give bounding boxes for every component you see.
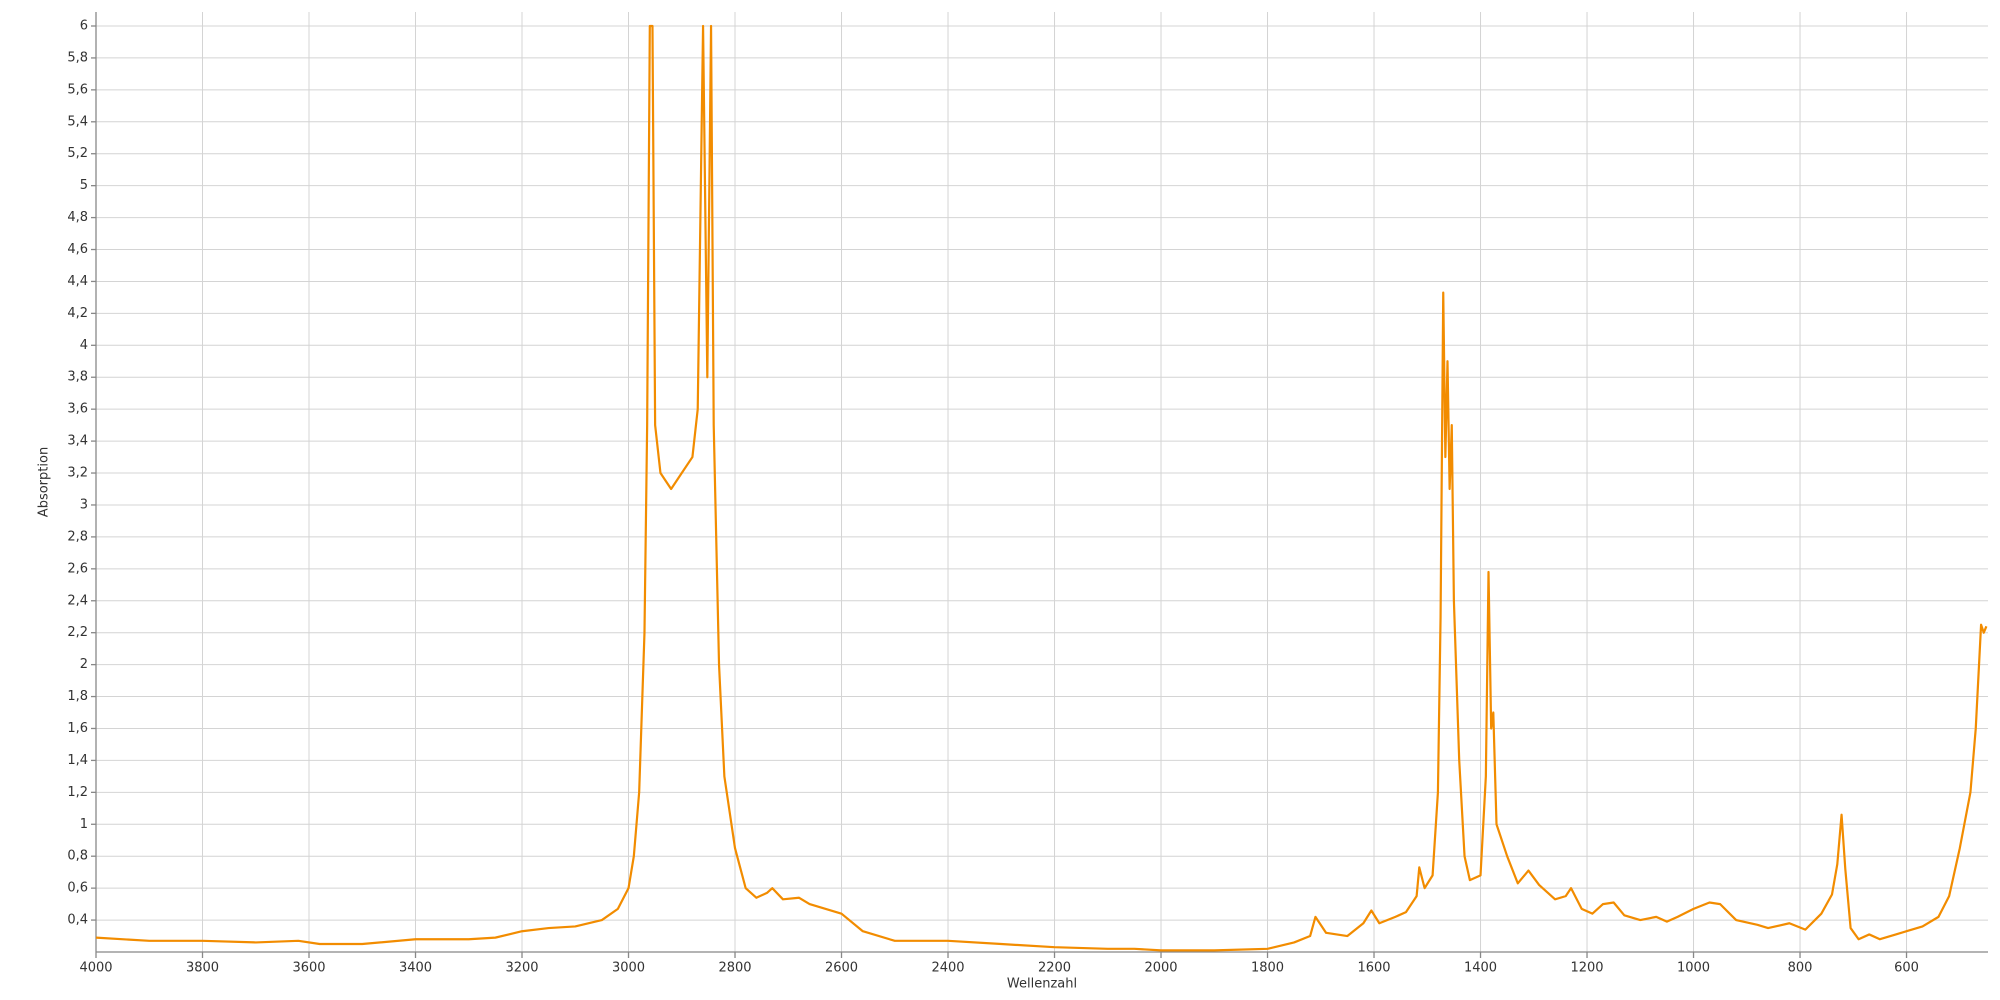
y-axis-label: Absorption [37, 447, 52, 517]
x-tick-label: 3800 [186, 961, 219, 976]
y-tick-label: 3,2 [67, 466, 88, 481]
y-tick-label: 2,2 [67, 625, 88, 640]
x-tick-label: 4000 [79, 961, 112, 976]
x-tick-label: 2200 [1038, 961, 1071, 976]
spectrum-line [95, 24, 1988, 952]
x-tick-label: 2600 [825, 961, 858, 976]
y-tick-label: 0,6 [67, 881, 88, 896]
y-tick-label: 3,6 [67, 402, 88, 417]
y-tick-label: 3,4 [67, 434, 88, 449]
x-tick-label: 1000 [1677, 961, 1710, 976]
y-tick-label: 0,4 [67, 913, 88, 928]
y-tick-label: 3 [80, 497, 88, 512]
x-tick-label: 1200 [1570, 961, 1603, 976]
y-tick-label: 4,6 [67, 242, 88, 257]
x-tick-label: 1400 [1464, 961, 1497, 976]
y-tick-label: 1,6 [67, 721, 88, 736]
y-tick-label: 1,4 [67, 753, 88, 768]
y-tick-label: 1,2 [67, 785, 88, 800]
y-tick-label: 1 [80, 817, 88, 832]
x-tick-label: 2000 [1144, 961, 1177, 976]
y-tick-label: 5,8 [67, 50, 88, 65]
y-tick-label: 5,6 [67, 82, 88, 97]
y-tick-label: 4,4 [67, 274, 88, 289]
x-tick-label: 1800 [1251, 961, 1284, 976]
y-tick-label: 2,6 [67, 561, 88, 576]
y-tick-label: 4,8 [67, 210, 88, 225]
y-tick-label: 3,8 [67, 370, 88, 385]
x-tick-label: 2400 [931, 961, 964, 976]
x-tick-label: 800 [1788, 961, 1813, 976]
y-tick-label: 1,8 [67, 689, 88, 704]
x-tick-label: 600 [1894, 961, 1919, 976]
y-tick-label: 5,2 [67, 146, 88, 161]
x-axis-label: Wellenzahl [1007, 977, 1077, 992]
y-tick-label: 4,2 [67, 306, 88, 321]
x-tick-label: 3000 [612, 961, 645, 976]
x-tick-label: 3200 [505, 961, 538, 976]
y-tick-label: 5,4 [67, 114, 88, 129]
x-tick-label: 2800 [718, 961, 751, 976]
x-tick-label: 3600 [292, 961, 325, 976]
y-tick-label: 2,4 [67, 593, 88, 608]
x-tick-label: 3400 [399, 961, 432, 976]
x-tick-label: 1600 [1357, 961, 1390, 976]
y-tick-label: 2 [80, 657, 88, 672]
y-tick-label: 6 [80, 19, 88, 34]
y-tick-label: 4 [80, 338, 88, 353]
y-tick-label: 0,8 [67, 849, 88, 864]
y-tick-label: 5 [80, 178, 88, 193]
y-tick-label: 2,8 [67, 529, 88, 544]
